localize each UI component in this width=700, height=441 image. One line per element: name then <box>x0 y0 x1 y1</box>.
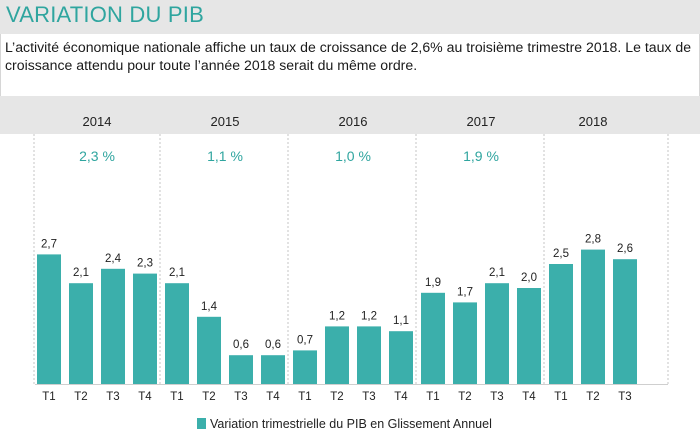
bar-2018-T1 <box>549 264 573 384</box>
bar-2015-T3 <box>229 355 253 384</box>
bar-2018-T3 <box>613 259 637 384</box>
data-label-2017-T2: 1,7 <box>457 286 473 298</box>
data-label-2016-T1: 0,7 <box>297 334 313 346</box>
legend-label: Variation trimestrielle du PIB en Glisse… <box>210 417 492 431</box>
bar-2017-T4 <box>517 288 541 384</box>
bar-2014-T4 <box>133 273 157 384</box>
bar-2015-T2 <box>197 316 221 384</box>
bar-2015-T1 <box>165 283 189 384</box>
year-label-2018: 2018 <box>579 114 608 129</box>
x-tick-label-2015-T3: T3 <box>234 391 247 403</box>
x-tick-label-2015-T1: T1 <box>170 391 183 403</box>
x-tick-label-2015-T4: T4 <box>266 391 280 403</box>
x-tick-label-2017-T3: T3 <box>490 391 503 403</box>
bar-2014-T2 <box>69 283 93 384</box>
bar-2016-T2 <box>325 326 349 384</box>
data-label-2016-T3: 1,2 <box>361 310 377 322</box>
annual-growth-2014: 2,3 % <box>79 148 115 164</box>
annual-growth-2016: 1,0 % <box>335 148 371 164</box>
data-label-2016-T2: 1,2 <box>329 310 345 322</box>
x-tick-label-2017-T2: T2 <box>458 391 471 403</box>
x-tick-label-2016-T4: T4 <box>394 391 408 403</box>
description-box: L’activité économique nationale affiche … <box>0 34 700 96</box>
bar-2014-T1 <box>37 254 61 384</box>
data-label-2015-T3: 0,6 <box>233 339 249 351</box>
separator-band <box>0 96 700 108</box>
annual-growth-2015: 1,1 % <box>207 148 243 164</box>
data-label-2015-T2: 1,4 <box>201 301 218 313</box>
year-label-2017: 2017 <box>467 114 496 129</box>
x-tick-label-2018-T3: T3 <box>618 391 631 403</box>
year-label-2014: 2014 <box>83 114 112 129</box>
description-text: L’activité économique nationale affiche … <box>5 39 692 73</box>
x-tick-label-2016-T2: T2 <box>330 391 343 403</box>
bar-2016-T3 <box>357 326 381 384</box>
bar-2016-T1 <box>293 350 317 384</box>
data-label-2017-T3: 2,1 <box>489 267 505 279</box>
data-label-2018-T1: 2,5 <box>553 248 569 260</box>
annual-growth-2017: 1,9 % <box>463 148 499 164</box>
bar-2015-T4 <box>261 355 285 384</box>
year-label-2015: 2015 <box>211 114 240 129</box>
data-label-2015-T4: 0,6 <box>265 339 281 351</box>
data-label-2017-T4: 2,0 <box>521 272 537 284</box>
bar-2017-T2 <box>453 302 477 384</box>
data-label-2016-T4: 1,1 <box>393 315 409 327</box>
title-bar: VARIATION DU PIB <box>0 0 700 34</box>
legend-swatch <box>197 418 206 429</box>
x-tick-label-2018-T2: T2 <box>586 391 599 403</box>
bar-2016-T4 <box>389 331 413 384</box>
data-label-2017-T1: 1,9 <box>425 277 441 289</box>
data-label-2014-T3: 2,4 <box>105 253 122 265</box>
bar-2017-T3 <box>485 283 509 384</box>
data-label-2014-T2: 2,1 <box>73 267 89 279</box>
data-label-2018-T2: 2,8 <box>585 234 601 246</box>
data-label-2015-T1: 2,1 <box>169 267 185 279</box>
x-tick-label-2016-T1: T1 <box>298 391 311 403</box>
x-tick-label-2017-T1: T1 <box>426 391 439 403</box>
bar-2014-T3 <box>101 268 125 384</box>
x-tick-label-2014-T4: T4 <box>138 391 152 403</box>
x-tick-label-2016-T3: T3 <box>362 391 375 403</box>
x-tick-label-2015-T2: T2 <box>202 391 215 403</box>
x-tick-label-2014-T3: T3 <box>106 391 119 403</box>
data-label-2018-T3: 2,6 <box>617 243 633 255</box>
year-label-2016: 2016 <box>339 114 368 129</box>
data-label-2014-T4: 2,3 <box>137 258 153 270</box>
bar-2017-T1 <box>421 292 445 384</box>
page-title: VARIATION DU PIB <box>6 2 204 27</box>
bar-2018-T2 <box>581 249 605 384</box>
data-label-2014-T1: 2,7 <box>41 238 57 250</box>
x-tick-label-2014-T1: T1 <box>42 391 55 403</box>
x-tick-label-2017-T4: T4 <box>522 391 536 403</box>
x-tick-label-2018-T1: T1 <box>554 391 567 403</box>
year-band <box>0 108 700 134</box>
x-tick-label-2014-T2: T2 <box>74 391 87 403</box>
